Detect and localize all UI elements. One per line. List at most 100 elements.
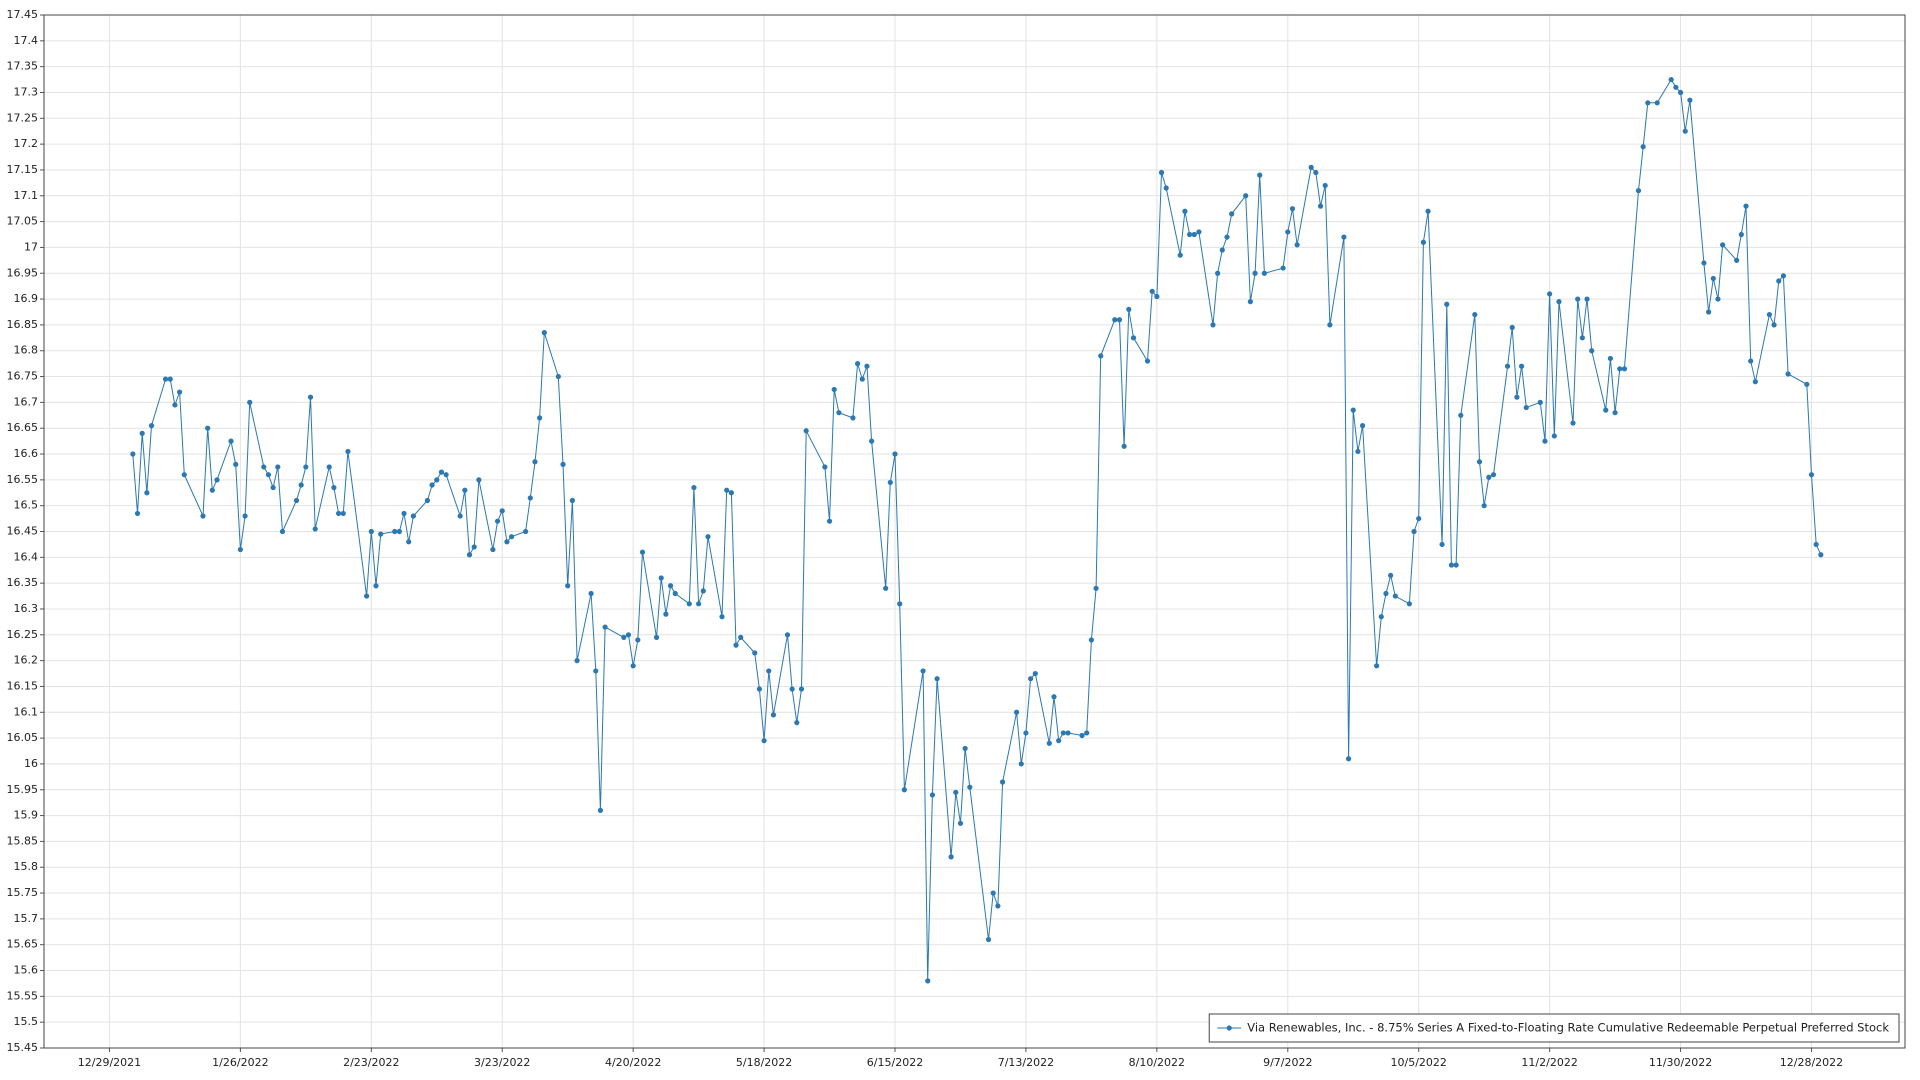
point <box>920 668 926 674</box>
point <box>247 399 253 405</box>
point <box>1028 676 1034 682</box>
point <box>1065 730 1071 736</box>
point <box>410 513 416 519</box>
x-tick-label: 9/7/2022 <box>1263 1056 1312 1069</box>
point <box>1046 740 1052 746</box>
point <box>1411 528 1417 535</box>
point <box>1121 443 1127 449</box>
point <box>1504 363 1511 369</box>
point <box>331 484 337 491</box>
point <box>653 634 660 640</box>
y-tick-label: 17 <box>24 240 38 253</box>
point <box>691 484 697 491</box>
y-tick-label: 16 <box>24 757 38 770</box>
point <box>1088 637 1094 643</box>
point <box>1177 252 1183 258</box>
point <box>1635 188 1642 194</box>
point <box>696 601 702 607</box>
point <box>999 779 1006 785</box>
y-tick-label: 17.25 <box>7 111 39 124</box>
point <box>738 634 744 640</box>
point <box>1243 193 1249 199</box>
point <box>406 539 412 545</box>
point <box>1280 265 1286 271</box>
point <box>424 497 431 504</box>
x-tick-label: 6/15/2022 <box>867 1056 923 1069</box>
point <box>1116 317 1123 323</box>
point <box>700 588 706 594</box>
y-tick-label: 15.85 <box>7 834 39 847</box>
y-tick-label: 16.9 <box>14 292 39 305</box>
point <box>1682 128 1688 134</box>
point <box>929 792 936 798</box>
point <box>1589 348 1595 354</box>
point <box>476 477 482 483</box>
point <box>639 549 646 555</box>
point <box>261 464 267 470</box>
point <box>784 632 791 638</box>
point <box>953 789 959 795</box>
point <box>728 490 734 496</box>
x-tick-label: 10/5/2022 <box>1391 1056 1447 1069</box>
point <box>148 423 155 429</box>
point <box>1224 234 1230 240</box>
point <box>588 590 594 597</box>
point <box>1416 515 1422 522</box>
point <box>364 593 370 599</box>
point <box>1575 296 1581 302</box>
point <box>326 464 332 470</box>
point <box>1439 541 1445 548</box>
point <box>396 528 402 535</box>
point <box>602 624 608 630</box>
point <box>1458 412 1464 418</box>
point <box>593 668 599 674</box>
point <box>1734 257 1740 263</box>
y-tick-label: 15.5 <box>14 1015 39 1028</box>
point <box>686 601 692 607</box>
point <box>1341 234 1347 240</box>
point <box>537 415 543 421</box>
point <box>494 518 501 524</box>
point <box>490 546 496 553</box>
point <box>134 510 141 517</box>
y-tick-label: 15.75 <box>7 886 39 899</box>
point <box>864 363 870 369</box>
y-tick-label: 16.85 <box>7 318 39 331</box>
point <box>658 575 664 581</box>
point <box>1720 242 1726 248</box>
point <box>719 614 725 620</box>
point <box>1126 306 1132 313</box>
point <box>625 632 632 638</box>
point <box>597 807 604 814</box>
point <box>1804 381 1810 387</box>
x-tick-label: 4/20/2022 <box>605 1056 661 1069</box>
point <box>869 438 875 444</box>
point <box>667 583 674 589</box>
point <box>1294 242 1300 248</box>
point <box>1378 614 1384 620</box>
point <box>630 663 636 669</box>
point <box>1388 572 1394 579</box>
y-tick-label: 15.65 <box>7 938 39 951</box>
point <box>1687 97 1693 103</box>
point <box>1154 293 1160 300</box>
point <box>144 490 150 496</box>
point <box>1313 169 1319 176</box>
y-tick-label: 17.1 <box>14 189 39 202</box>
point <box>1771 322 1777 328</box>
point <box>1219 247 1225 253</box>
point <box>569 497 575 504</box>
point <box>1093 585 1099 591</box>
point <box>1509 324 1515 331</box>
point <box>1537 399 1543 405</box>
point <box>172 402 178 408</box>
point <box>205 425 211 431</box>
point <box>1706 309 1712 315</box>
point <box>962 745 968 752</box>
point <box>1149 288 1155 294</box>
plot-frame <box>43 14 1906 1049</box>
point <box>826 518 833 524</box>
point <box>373 583 379 589</box>
